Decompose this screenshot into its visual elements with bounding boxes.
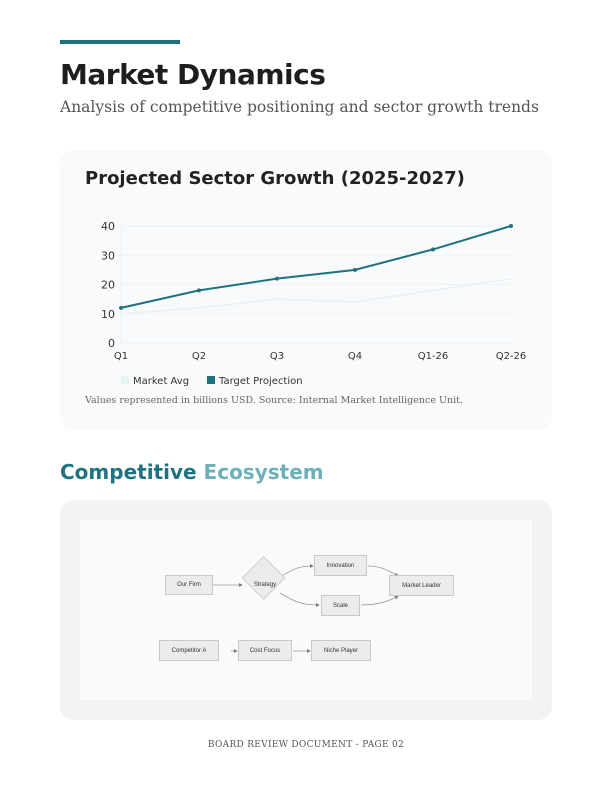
x-tick-label: Q3 — [270, 351, 284, 362]
data-point — [353, 267, 357, 272]
section-title-a: Competitive — [60, 460, 197, 484]
edge-scale-leader — [360, 595, 399, 606]
x-tick-label: Q4 — [348, 351, 362, 362]
legend-swatch — [207, 376, 215, 384]
x-tick-label: Q1-26 — [418, 351, 449, 362]
line-chart: 0 10 20 30 40 Q1 Q2 Q3 Q4 Q1-26 Q2-26 Market Avg Tar… — [101, 220, 527, 387]
node-competitor-a: Competitor A — [159, 640, 219, 661]
chart-title: Projected Sector Growth (2025-2027) — [85, 168, 465, 189]
x-tick-label: Q1 — [114, 351, 128, 362]
data-point — [509, 224, 513, 228]
series-line-market-avg — [120, 277, 512, 315]
legend-label: Target Projection — [218, 376, 303, 387]
data-point — [197, 288, 201, 293]
node-strategy: Strategy — [253, 582, 277, 588]
strategy-diamond — [241, 556, 286, 600]
y-tick-label: 0 — [108, 337, 115, 350]
diagram-panel: Our Firm Strategy Innovation Scale Marke… — [60, 500, 552, 720]
chart-note: Values represented in billions USD. Sour… — [85, 395, 463, 406]
edge-innovation-leader — [367, 565, 399, 577]
edge-strategy-scale — [279, 592, 320, 607]
edge-strategy-innovation — [279, 564, 314, 578]
y-tick-label: 10 — [101, 308, 115, 321]
y-tick-label: 40 — [101, 220, 115, 233]
chart-card: Projected Sector Growth (2025-2027) 0 10 2… — [60, 150, 552, 430]
accent-bar — [60, 40, 180, 44]
data-point — [431, 247, 435, 252]
footer: BOARD REVIEW DOCUMENT - PAGE 02 — [207, 740, 405, 750]
node-niche-player: Niche Player — [311, 640, 371, 661]
data-point — [275, 276, 279, 281]
section-title: Competitive Ecosystem — [60, 460, 324, 484]
page-subtitle: Analysis of competitive positioning and … — [60, 98, 539, 116]
legend-swatch — [121, 376, 129, 384]
diagram-canvas: Our Firm Strategy Innovation Scale Marke… — [80, 520, 532, 700]
node-scale: Scale — [321, 595, 360, 616]
x-tick-label: Q2-26 — [496, 351, 527, 362]
node-cost-focus: Cost Focus — [238, 640, 292, 661]
data-point — [119, 305, 123, 310]
legend-label: Market Avg — [133, 376, 189, 387]
node-innovation: Innovation — [314, 555, 367, 576]
node-our-firm: Our Firm — [165, 575, 213, 595]
y-tick-label: 20 — [101, 279, 115, 292]
diagram-edges — [213, 556, 399, 653]
page-title: Market Dynamics — [60, 58, 326, 91]
x-tick-label: Q2 — [192, 351, 206, 362]
section-title-b: Ecosystem — [203, 460, 324, 484]
y-tick-label: 30 — [101, 249, 115, 262]
node-market-leader: Market Leader — [389, 575, 454, 596]
series-line-target-projection — [120, 225, 512, 309]
